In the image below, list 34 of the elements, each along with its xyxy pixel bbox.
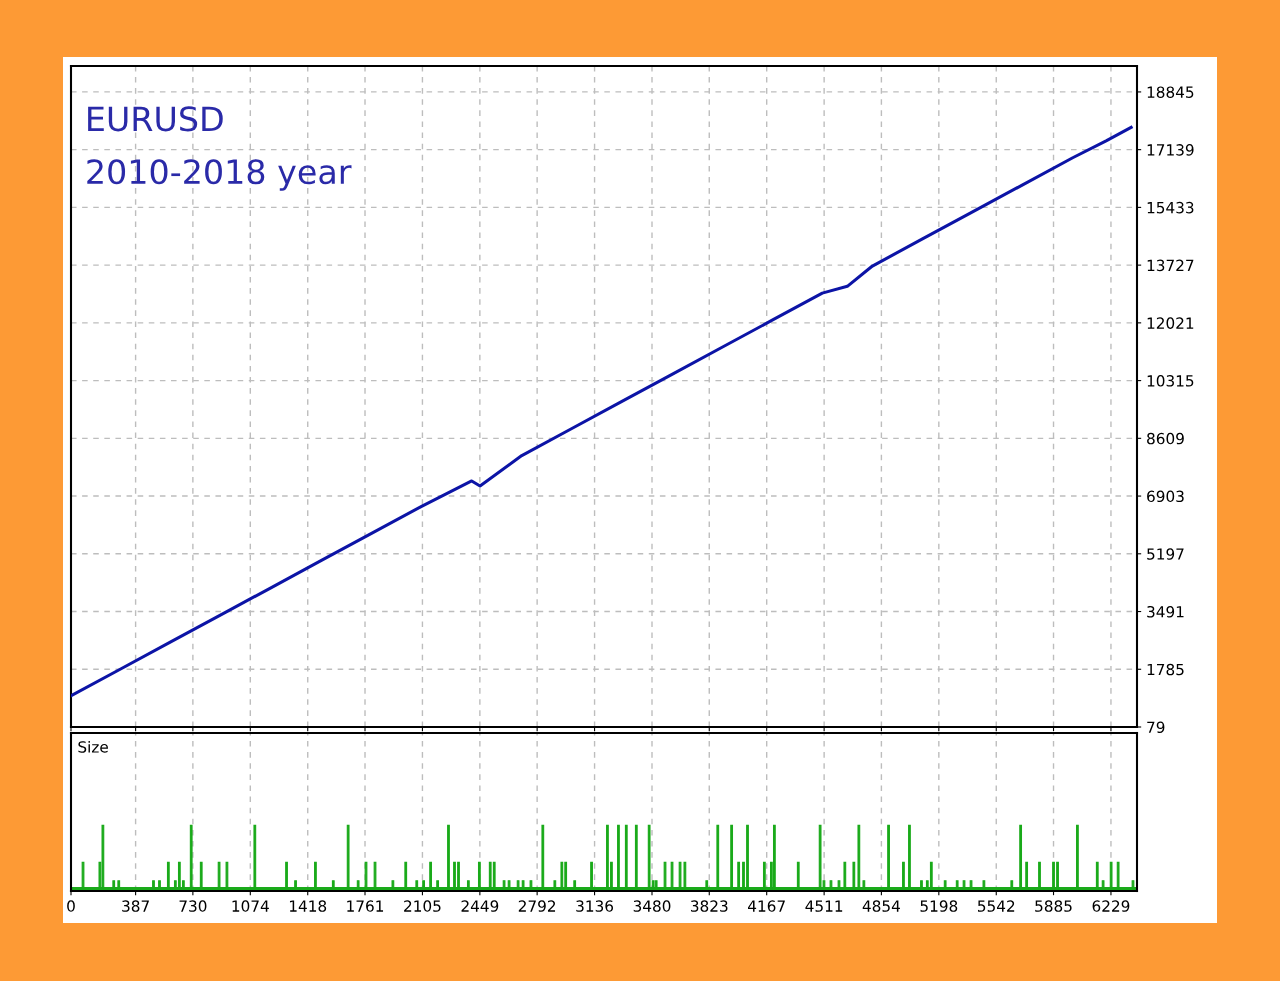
x-tick-label: 3823: [690, 900, 728, 912]
text: 2010-2018 year: [87, 159, 352, 191]
y-tick-label: 12021: [1147, 317, 1194, 329]
x-tick-label: 5198: [920, 900, 958, 912]
x-tick-label: 0: [67, 900, 75, 912]
y-tick-label: 6903: [1147, 490, 1184, 503]
x-tick-label: 4854: [862, 900, 900, 912]
x-tick-label: 387: [122, 900, 149, 912]
x-tick-label: 4511: [805, 900, 843, 912]
y-tick-label: 1785: [1147, 663, 1184, 676]
x-tick-label: 2792: [518, 900, 556, 912]
y-tick-label: 15433: [1147, 201, 1194, 214]
y-tick-label: 3491: [1147, 606, 1184, 618]
x-tick-label: 3136: [576, 900, 614, 912]
x-tick-label: 1761: [347, 900, 384, 912]
x-tick-label: 2105: [404, 900, 441, 912]
x-tick-label: 1074: [232, 900, 269, 912]
x-tick-label: 5885: [1035, 900, 1072, 912]
y-tick-label: 8609: [1147, 432, 1184, 445]
x-tick-label: 1418: [289, 900, 327, 912]
y-tick-label: 79: [1147, 721, 1165, 734]
x-tick-label: 3480: [633, 900, 671, 912]
y-tick-label: 18845: [1147, 86, 1194, 98]
x-tick-label: 5542: [978, 900, 1015, 912]
y-tick-label: 13727: [1147, 259, 1194, 272]
text: EURUSD: [88, 106, 223, 132]
x-tick-label: 6229: [1092, 900, 1130, 912]
x-tick-label: 2449: [461, 900, 499, 912]
chart-title: Size: [78, 740, 108, 753]
x-tick-label: 4167: [748, 900, 785, 912]
y-tick-label: 17139: [1147, 144, 1194, 156]
x-tick-label: 730: [179, 900, 207, 912]
y-tick-label: 10315: [1147, 375, 1194, 387]
y-tick-label: 5197: [1147, 548, 1184, 560]
